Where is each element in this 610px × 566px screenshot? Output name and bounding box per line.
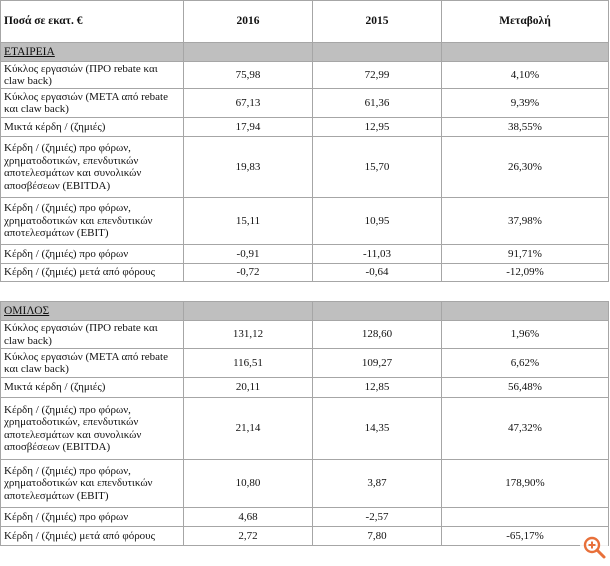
value-2016: -0,72 (183, 263, 313, 282)
section-company: ΕΤΑΙΡΕΙΑ (0, 42, 609, 62)
value-2015: 61,36 (312, 88, 442, 118)
section-spacer (0, 281, 609, 302)
row-label: Κέρδη / (ζημιές) προ φόρων, χρηματοδοτικ… (0, 397, 184, 460)
value-2015: 10,95 (312, 197, 442, 245)
value-change: 4,10% (441, 61, 609, 89)
value-change: -65,17% (441, 526, 609, 546)
header-change: Μεταβολή (441, 0, 609, 43)
value-2015: 109,27 (312, 348, 442, 378)
financial-results-table: Ποσά σε εκατ. € 2016 2015 Μεταβολή ΕΤΑΙΡ… (0, 0, 609, 546)
value-change: -12,09% (441, 263, 609, 282)
value-2016: 19,83 (183, 136, 313, 198)
value-change: 6,62% (441, 348, 609, 378)
row-label: Κύκλος εργασιών (ΠΡΟ rebate και claw bac… (0, 61, 184, 89)
row-label: Κέρδη / (ζημιές) προ φόρων (0, 244, 184, 264)
value-2015: -0,64 (312, 263, 442, 282)
row-label: Κέρδη / (ζημιές) προ φόρων (0, 507, 184, 527)
value-2015: 72,99 (312, 61, 442, 89)
table-row: Κέρδη / (ζημιές) προ φόρων, χρηματοδοτικ… (0, 197, 609, 245)
value-2016: 10,80 (183, 459, 313, 508)
header-amounts-label: Ποσά σε εκατ. € (0, 0, 184, 43)
value-2016: 4,68 (183, 507, 313, 527)
value-2016: 2,72 (183, 526, 313, 546)
value-2016: 17,94 (183, 117, 313, 137)
zoom-in-icon[interactable] (580, 533, 608, 561)
section-group: ΟΜΙΛΟΣ (0, 301, 609, 321)
value-change: 178,90% (441, 459, 609, 508)
value-2016: 20,11 (183, 377, 313, 398)
value-2016: 131,12 (183, 320, 313, 349)
header-2016: 2016 (183, 0, 313, 43)
value-change: 37,98% (441, 197, 609, 245)
value-change (441, 507, 609, 527)
value-change: 1,96% (441, 320, 609, 349)
value-2015: 3,87 (312, 459, 442, 508)
row-label: Κέρδη / (ζημιές) προ φόρων, χρηματοδοτικ… (0, 197, 184, 245)
table-row: Κύκλος εργασιών (ΠΡΟ rebate και claw bac… (0, 320, 609, 349)
value-2015: 12,85 (312, 377, 442, 398)
value-2015: 14,35 (312, 397, 442, 460)
row-label: Μικτά κέρδη / (ζημιές) (0, 117, 184, 137)
table-row: Κέρδη / (ζημιές) μετά από φόρους 2,72 7,… (0, 526, 609, 546)
value-2016: 21,14 (183, 397, 313, 460)
value-change: 9,39% (441, 88, 609, 118)
table-row: Κέρδη / (ζημιές) προ φόρων, χρηματοδοτικ… (0, 459, 609, 508)
row-label: Κέρδη / (ζημιές) προ φόρων, χρηματοδοτικ… (0, 136, 184, 198)
value-2015: 128,60 (312, 320, 442, 349)
value-change: 56,48% (441, 377, 609, 398)
row-label: Κέρδη / (ζημιές) μετά από φόρους (0, 526, 184, 546)
table-row: Κέρδη / (ζημιές) μετά από φόρους -0,72 -… (0, 263, 609, 282)
table-row: Μικτά κέρδη / (ζημιές) 20,11 12,85 56,48… (0, 377, 609, 398)
table-row: Κέρδη / (ζημιές) προ φόρων -0,91 -11,03 … (0, 244, 609, 264)
value-2015: -2,57 (312, 507, 442, 527)
value-change: 91,71% (441, 244, 609, 264)
value-2015: -11,03 (312, 244, 442, 264)
value-2016: 75,98 (183, 61, 313, 89)
value-2015: 7,80 (312, 526, 442, 546)
row-label: Μικτά κέρδη / (ζημιές) (0, 377, 184, 398)
value-change: 38,55% (441, 117, 609, 137)
section-title: ΕΤΑΙΡΕΙΑ (0, 42, 184, 62)
value-2016: 15,11 (183, 197, 313, 245)
row-label: Κύκλος εργασιών (ΜΕΤΑ από rebate και cla… (0, 88, 184, 118)
row-label: Κύκλος εργασιών (ΠΡΟ rebate και claw bac… (0, 320, 184, 349)
value-2016: -0,91 (183, 244, 313, 264)
value-2015: 12,95 (312, 117, 442, 137)
value-2016: 116,51 (183, 348, 313, 378)
value-change: 26,30% (441, 136, 609, 198)
table-row: Μικτά κέρδη / (ζημιές) 17,94 12,95 38,55… (0, 117, 609, 137)
row-label: Κέρδη / (ζημιές) μετά από φόρους (0, 263, 184, 282)
table-header-row: Ποσά σε εκατ. € 2016 2015 Μεταβολή (0, 0, 609, 43)
value-2016: 67,13 (183, 88, 313, 118)
section-title: ΟΜΙΛΟΣ (0, 301, 184, 321)
table-row: Κύκλος εργασιών (ΜΕΤΑ από rebate και cla… (0, 88, 609, 118)
table-row: Κέρδη / (ζημιές) προ φόρων, χρηματοδοτικ… (0, 397, 609, 460)
row-label: Κύκλος εργασιών (ΜΕΤΑ από rebate και cla… (0, 348, 184, 378)
value-2015: 15,70 (312, 136, 442, 198)
table-row: Κύκλος εργασιών (ΠΡΟ rebate και claw bac… (0, 61, 609, 89)
table-row: Κύκλος εργασιών (ΜΕΤΑ από rebate και cla… (0, 348, 609, 378)
value-change: 47,32% (441, 397, 609, 460)
table-row: Κέρδη / (ζημιές) προ φόρων, χρηματοδοτικ… (0, 136, 609, 198)
table-row: Κέρδη / (ζημιές) προ φόρων 4,68 -2,57 (0, 507, 609, 527)
row-label: Κέρδη / (ζημιές) προ φόρων, χρηματοδοτικ… (0, 459, 184, 508)
header-2015: 2015 (312, 0, 442, 43)
